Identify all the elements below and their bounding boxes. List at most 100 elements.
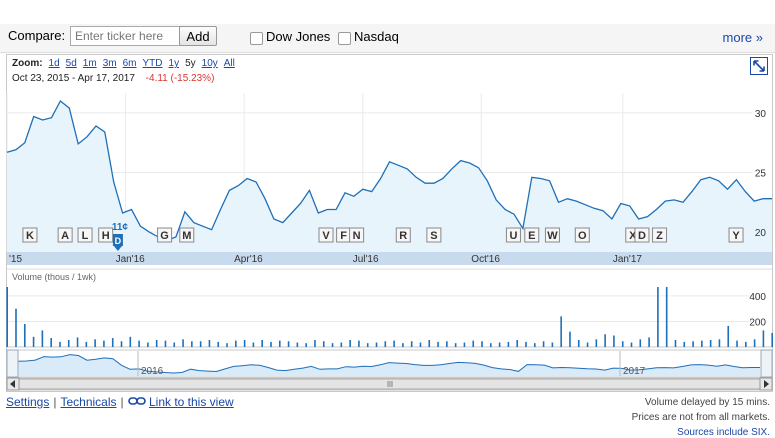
scroll-right-arrow-icon: [764, 380, 769, 388]
price-axis-label: 20: [755, 228, 767, 239]
volume-bar: [630, 342, 633, 347]
price-axis-labels: 30 25 20: [755, 109, 767, 239]
navigator-left-handle[interactable]: [6, 349, 19, 378]
news-marker-m[interactable]: M: [179, 227, 195, 243]
marker-box: [544, 227, 560, 243]
range-end: Apr 17, 2017: [77, 73, 135, 84]
expand-chart-button[interactable]: [750, 57, 768, 75]
news-marker-h[interactable]: H: [98, 227, 114, 243]
zoom-all[interactable]: All: [223, 58, 235, 69]
footer-separator: |: [53, 395, 57, 409]
sources-link[interactable]: Sources include SIX.: [677, 427, 770, 438]
zoom-label: Zoom:: [12, 58, 43, 69]
marker-letter: V: [322, 230, 330, 242]
x-axis-label: '15: [9, 254, 22, 265]
volume-bar: [41, 330, 44, 347]
news-marker-n[interactable]: N: [349, 227, 365, 243]
volume-bar: [138, 340, 140, 347]
volume-bar: [753, 339, 756, 347]
volume-bar: [199, 341, 202, 347]
navigator-right-handle[interactable]: [760, 349, 773, 378]
volume-bar: [226, 343, 228, 347]
marker-letter: N: [353, 230, 361, 242]
news-marker-o[interactable]: O: [574, 227, 590, 243]
nasdaq-checkbox[interactable]: [338, 32, 351, 45]
navigator-label: 2017: [623, 366, 646, 377]
volume-bar: [50, 338, 52, 347]
news-marker-z[interactable]: Z: [652, 227, 668, 243]
news-marker-g[interactable]: G: [157, 227, 173, 243]
volume-label: Volume (thous / 1wk): [12, 272, 96, 282]
zoom-ytd[interactable]: YTD: [142, 58, 163, 69]
dividend-pointer: [113, 246, 122, 251]
news-marker-d[interactable]: D: [634, 227, 650, 243]
zoom-1y[interactable]: 1y: [168, 58, 180, 69]
nasdaq-label[interactable]: Nasdaq: [354, 29, 399, 44]
dividend-marker[interactable]: 11¢ D: [112, 222, 129, 251]
range-change: -4.11 (-15.23%): [145, 73, 215, 84]
settings-link[interactable]: Settings: [6, 395, 50, 409]
volume-bar: [428, 339, 431, 347]
navigator-area: [18, 354, 760, 376]
zoom-1m[interactable]: 1m: [82, 58, 97, 69]
zoom-6m[interactable]: 6m: [122, 58, 137, 69]
news-marker-f[interactable]: F: [336, 227, 352, 243]
news-marker-e[interactable]: E: [524, 227, 540, 243]
dow-jones-checkbox[interactable]: [250, 32, 263, 45]
x-axis-band: [7, 252, 772, 265]
volume-bar: [745, 341, 747, 347]
volume-bar: [393, 340, 395, 347]
news-marker-y[interactable]: Y: [728, 227, 744, 243]
zoom-1d[interactable]: 1d: [48, 58, 60, 69]
volume-bar: [639, 339, 642, 347]
news-marker-a[interactable]: A: [57, 227, 73, 243]
add-button[interactable]: Add: [179, 26, 217, 46]
volume-delay-note: Volume delayed by 15 mins.: [644, 397, 770, 408]
volume-bar: [314, 339, 316, 347]
volume-bar: [23, 324, 26, 347]
news-marker-w[interactable]: W: [544, 227, 560, 243]
volume-bar: [120, 341, 123, 347]
volume-bar: [481, 341, 483, 347]
volume-bar: [586, 342, 589, 347]
zoom-5y-selected[interactable]: 5y: [185, 58, 196, 69]
news-marker-r[interactable]: R: [395, 227, 411, 243]
volume-bar: [613, 335, 615, 347]
volume-bar: [287, 341, 290, 347]
news-marker-s[interactable]: S: [426, 227, 442, 243]
zoom-10y[interactable]: 10y: [201, 58, 218, 69]
volume-axis-label: 200: [749, 317, 766, 328]
ticker-input[interactable]: [70, 26, 184, 46]
volume-bar: [147, 342, 149, 347]
news-marker-u[interactable]: U: [505, 227, 521, 243]
technicals-link[interactable]: Technicals: [60, 395, 117, 409]
volume-bar: [375, 342, 378, 347]
volume-axis-label: 400: [749, 292, 766, 303]
news-marker-v[interactable]: V: [318, 227, 334, 243]
marker-box: [505, 227, 521, 243]
zoom-5d[interactable]: 5d: [65, 58, 77, 69]
link-to-view[interactable]: Link to this view: [148, 395, 234, 409]
marker-letter: K: [26, 230, 34, 242]
scroll-left-arrow-icon: [10, 380, 15, 388]
marker-box: [98, 227, 114, 243]
news-marker-k[interactable]: K: [22, 227, 38, 243]
volume-bar: [718, 339, 721, 347]
volume-bar: [235, 340, 237, 347]
marker-letter: G: [160, 230, 169, 242]
price-area-fill: [7, 101, 772, 252]
chain-link-icon: [127, 395, 146, 409]
footer-links: Settings | Technicals | Link to this view: [6, 395, 234, 409]
volume-bar: [252, 342, 255, 347]
volume-bar: [155, 339, 158, 347]
volume-bar: [191, 341, 193, 347]
volume-bar: [173, 342, 176, 347]
zoom-3m[interactable]: 3m: [102, 58, 117, 69]
volume-bar: [604, 334, 606, 347]
news-marker-l[interactable]: L: [77, 227, 93, 243]
dow-jones-label[interactable]: Dow Jones: [266, 29, 331, 44]
volume-bar: [665, 287, 668, 347]
more-link[interactable]: more »: [722, 30, 763, 45]
